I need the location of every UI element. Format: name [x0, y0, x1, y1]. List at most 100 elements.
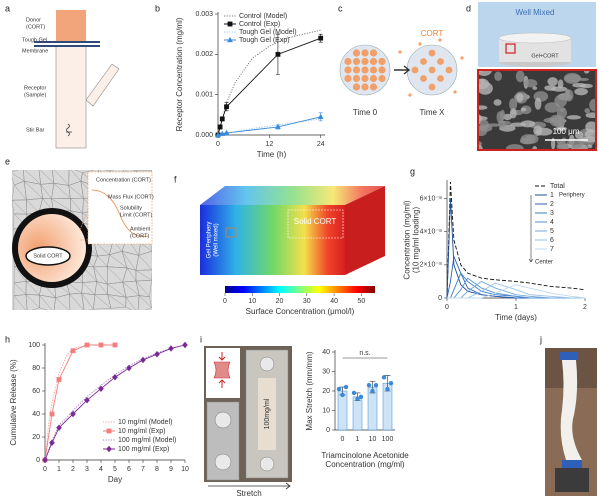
axis-label: Receptor Concentration (mg/ml)	[175, 17, 184, 131]
sem-pore	[493, 99, 502, 106]
y-tick-label: 2×10⁻⁸	[420, 262, 442, 269]
panel-c: CORT Time 0 Time X	[339, 29, 464, 117]
y-tick-label: 0.002	[195, 51, 213, 58]
marker	[84, 342, 90, 348]
marker	[168, 345, 174, 352]
legend-label: 10 mg/ml (Exp)	[118, 428, 165, 435]
data-point	[370, 388, 375, 394]
sem-pore	[494, 71, 503, 81]
legend-label: 100 mg/ml (Model)	[118, 437, 176, 444]
drug-particle	[344, 66, 352, 74]
x-tick-label: 8	[155, 466, 159, 473]
sem-pore	[554, 126, 568, 131]
callout-box	[87, 171, 153, 245]
label: 100 μm	[553, 127, 580, 136]
receptor-chamber	[55, 45, 87, 149]
sem-pore	[585, 121, 596, 133]
panel-j-photo	[545, 348, 597, 496]
marker	[317, 113, 324, 120]
panel-label: f	[174, 174, 177, 184]
drug-particle	[361, 49, 369, 57]
colorbar-tick-label: 40	[330, 298, 338, 305]
drug-particle	[369, 49, 378, 57]
data-point	[381, 375, 387, 380]
clamp-bolt	[259, 356, 275, 372]
marker	[318, 35, 324, 41]
solid-cort	[25, 246, 71, 266]
axis-label: (10 mg/ml loading)	[412, 207, 421, 274]
sem-pore	[509, 98, 518, 111]
x-tick-label: 6	[127, 466, 131, 473]
axis-label: Cumulative Release (%)	[9, 359, 18, 446]
sem-pore	[509, 122, 527, 127]
marker	[219, 116, 225, 122]
drug-particle	[369, 74, 378, 83]
label: Ambient	[130, 226, 151, 232]
y-tick-label: 6×10⁻⁸	[420, 195, 442, 202]
panel-label: c	[338, 3, 343, 13]
arrow	[208, 482, 291, 490]
marker	[49, 439, 55, 447]
y-tick-label: 40	[32, 411, 40, 418]
data-point	[336, 386, 342, 392]
panel-a: Donor (CORT) Tough Gel Membrane Receptor…	[22, 10, 120, 149]
drug-particle	[378, 74, 386, 83]
drug-particle	[437, 75, 444, 82]
x-tick-label: 100	[382, 436, 394, 443]
box-front	[200, 205, 345, 275]
legend-label: Control (Exp)	[239, 21, 280, 28]
panel-label: b	[155, 3, 160, 13]
sem-pore	[564, 74, 582, 83]
data-point	[340, 392, 345, 398]
y-tick-label: 100	[28, 342, 40, 349]
colorbar-tick-label: 20	[276, 298, 284, 305]
colorbar	[225, 286, 375, 293]
label: Well Mixed	[516, 8, 555, 17]
label: Receptor	[24, 85, 46, 91]
released-particle	[398, 50, 402, 54]
legend-label: 4	[550, 219, 554, 226]
sem-pore	[533, 125, 543, 136]
sem-pore	[478, 144, 483, 150]
data-point	[373, 382, 379, 388]
panel-e: Solid CORT Concentration (CORT) Mass Flu…	[12, 170, 154, 310]
panel-labels: a b c d e f g h i j	[5, 3, 542, 344]
y-tick-label: 60	[32, 388, 40, 395]
panel-label: j	[539, 334, 542, 344]
axis-label: Concentration (mg/ml)	[325, 460, 404, 469]
data-point	[351, 390, 357, 396]
sem-pore	[585, 112, 596, 119]
y-tick-label: 80	[32, 365, 40, 372]
marker	[223, 129, 230, 136]
y-tick-label: 20	[322, 388, 330, 395]
sem-pore	[478, 78, 490, 90]
drug-particle	[361, 83, 369, 91]
bar	[367, 386, 378, 431]
bar	[352, 396, 363, 431]
drug-particle	[361, 66, 369, 74]
sem-pore	[532, 145, 538, 150]
legend-label: 1	[550, 192, 554, 199]
label: Gel Periphery	[207, 222, 213, 259]
side-arm	[85, 63, 120, 107]
y-tick-label: 20	[32, 434, 40, 441]
x-tick-label: 2	[583, 304, 587, 311]
marker	[275, 51, 281, 57]
drug-particle	[352, 66, 361, 74]
label: 100mg/ml	[264, 398, 271, 429]
sem-pore	[532, 86, 538, 90]
marker	[42, 456, 48, 464]
sem-pore	[551, 137, 556, 150]
box-top	[200, 186, 385, 205]
panel-label: e	[5, 156, 10, 166]
sem-pore	[524, 79, 538, 88]
solid-region	[287, 209, 344, 239]
released-particle	[438, 38, 442, 42]
drug-particle	[361, 74, 369, 83]
marker	[224, 104, 229, 110]
sem-pore	[574, 131, 584, 139]
y-tick-label: 0.000	[195, 132, 213, 139]
marker	[98, 342, 104, 348]
box-side	[345, 186, 385, 275]
y-tick-label: 10	[322, 407, 330, 414]
